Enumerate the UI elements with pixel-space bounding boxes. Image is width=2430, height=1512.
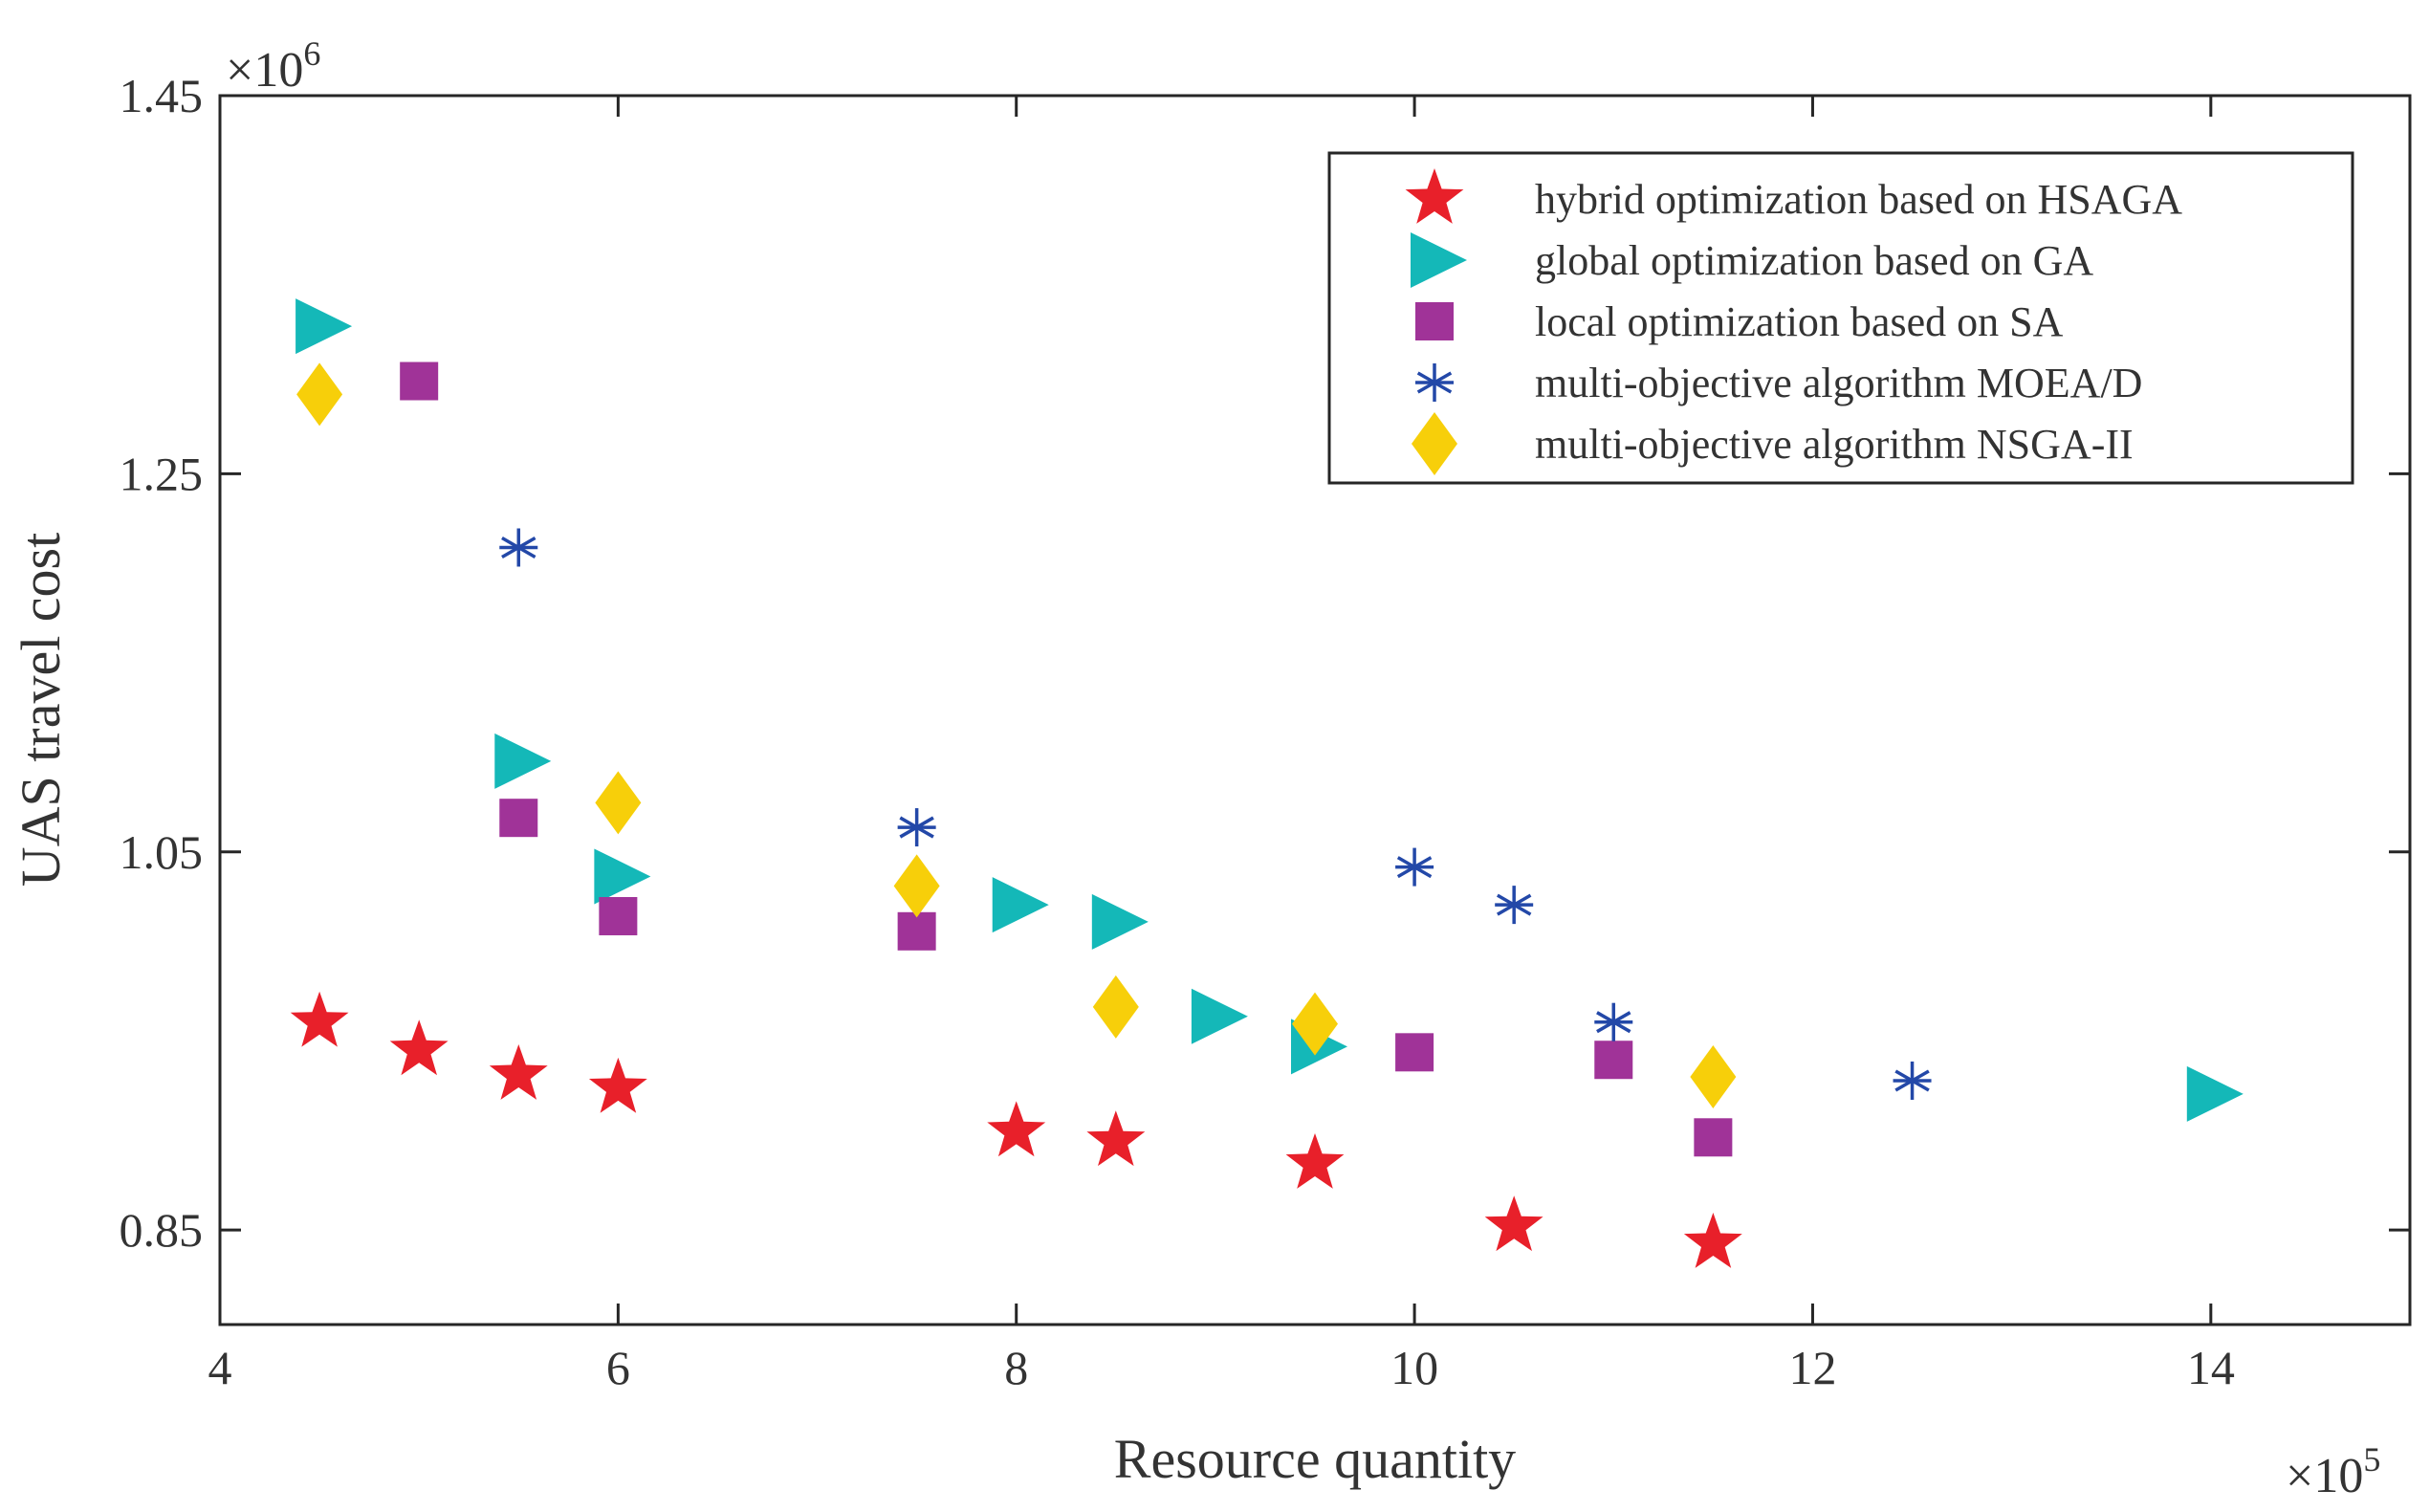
data-point bbox=[1694, 1118, 1733, 1157]
data-point bbox=[494, 733, 552, 789]
series-1-points bbox=[290, 991, 1742, 1268]
data-point bbox=[1086, 1110, 1146, 1167]
legend-items: hybrid optimization based on HSAGA global… bbox=[1405, 168, 2182, 475]
data-point bbox=[1683, 1213, 1742, 1268]
y-tick-label: 1.25 bbox=[120, 447, 204, 500]
data-point bbox=[290, 991, 349, 1047]
data-point bbox=[1484, 1195, 1543, 1252]
data-point bbox=[296, 298, 353, 355]
data-point bbox=[489, 1044, 548, 1100]
data-point bbox=[893, 854, 940, 918]
y-exponent-label: ×106 bbox=[226, 34, 320, 98]
x-exponent-power: 5 bbox=[2363, 1440, 2380, 1479]
legend-marker bbox=[1411, 232, 1467, 288]
data-point bbox=[1594, 1002, 1633, 1041]
x-tick-label: 4 bbox=[208, 1341, 232, 1394]
y-exponent-base: ×10 bbox=[226, 43, 303, 98]
data-point bbox=[599, 896, 638, 935]
data-point bbox=[897, 808, 936, 847]
x-tick-label: 8 bbox=[1004, 1341, 1028, 1394]
data-point bbox=[1091, 893, 1149, 950]
x-exponent-label: ×105 bbox=[2286, 1440, 2380, 1503]
data-point bbox=[595, 771, 642, 835]
x-exponent-base: ×10 bbox=[2286, 1449, 2363, 1503]
y-axis-label: UAS travel cost bbox=[10, 533, 72, 887]
x-tick-label: 10 bbox=[1390, 1341, 1438, 1394]
series-4-points bbox=[499, 528, 1932, 1100]
data-point bbox=[1285, 1133, 1345, 1189]
y-tick-label: 1.05 bbox=[120, 825, 204, 879]
y-tick-label: 1.45 bbox=[120, 69, 204, 122]
data-point bbox=[499, 799, 538, 838]
legend-box bbox=[1327, 151, 2354, 485]
data-point bbox=[389, 1019, 449, 1076]
legend-label: global optimization based on GA bbox=[1535, 237, 2093, 284]
x-axis-ticks: 4 6 8 10 12 14 bbox=[208, 96, 2235, 1394]
x-tick-label: 14 bbox=[2187, 1341, 2235, 1394]
legend-label: hybrid optimization based on HSAGA bbox=[1535, 176, 2182, 223]
data-point bbox=[1495, 886, 1534, 925]
legend-label: local optimization based on SA bbox=[1535, 298, 2064, 345]
x-axis-label: Resource quantity bbox=[1114, 1428, 1516, 1490]
data-point bbox=[1191, 988, 1248, 1044]
legend-marker bbox=[1415, 302, 1454, 340]
data-point bbox=[1395, 847, 1434, 887]
y-tick-label: 0.85 bbox=[120, 1203, 204, 1257]
data-point bbox=[897, 911, 936, 951]
data-point bbox=[499, 528, 538, 567]
legend-label: multi-objective algorithm MOEA/D bbox=[1535, 360, 2142, 406]
series-5-points bbox=[296, 362, 1737, 1109]
data-point bbox=[296, 362, 343, 427]
data-point bbox=[987, 1101, 1046, 1157]
data-point bbox=[1893, 1061, 1932, 1100]
data-point bbox=[1594, 1041, 1633, 1080]
data-point bbox=[1092, 975, 1139, 1039]
data-point bbox=[2186, 1065, 2244, 1122]
x-tick-label: 12 bbox=[1788, 1341, 1836, 1394]
data-markers bbox=[290, 298, 2244, 1268]
series-2-points bbox=[296, 298, 2244, 1122]
data-point bbox=[1690, 1045, 1737, 1109]
data-point bbox=[400, 362, 439, 401]
legend-marker bbox=[1405, 168, 1464, 224]
x-tick-label: 6 bbox=[606, 1341, 630, 1394]
legend-marker bbox=[1412, 412, 1457, 475]
data-point bbox=[992, 877, 1049, 933]
data-point bbox=[594, 848, 651, 905]
y-axis-ticks: 0.85 1.05 1.25 1.45 bbox=[120, 69, 2410, 1257]
legend: hybrid optimization based on HSAGA global… bbox=[1327, 151, 2354, 485]
legend-marker bbox=[1415, 363, 1454, 402]
series-3-points bbox=[400, 362, 1733, 1157]
data-point bbox=[588, 1057, 647, 1113]
y-exponent-power: 6 bbox=[303, 34, 320, 73]
data-point bbox=[1395, 1033, 1434, 1072]
legend-label: multi-objective algorithm NSGA-II bbox=[1535, 421, 2134, 468]
data-point bbox=[1292, 992, 1338, 1056]
